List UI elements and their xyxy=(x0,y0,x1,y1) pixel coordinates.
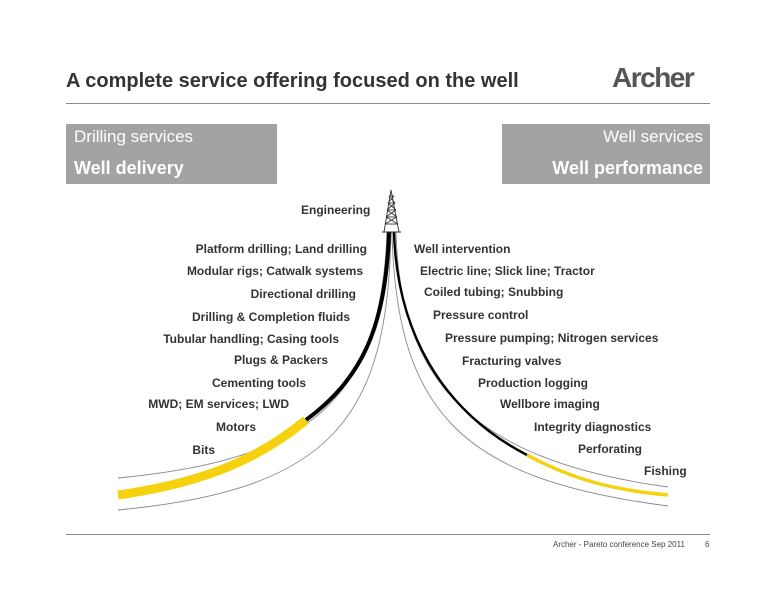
well-service-label: Coiled tubing; Snubbing xyxy=(424,285,564,299)
well-service-label: Wellbore imaging xyxy=(500,397,600,411)
well-service-label: Pressure control xyxy=(433,308,529,322)
drilling-services-subtitle: Drilling services xyxy=(74,127,194,146)
left-wellbore-drilled xyxy=(304,231,391,422)
right-wellbore-outline-outer xyxy=(391,231,669,507)
drilling-service-label: Drilling & Completion fluids xyxy=(192,310,350,324)
well-service-label: Electric line; Slick line; Tractor xyxy=(420,264,595,278)
engineering-label: Engineering xyxy=(301,203,371,217)
right-wellbore-yellow xyxy=(526,453,669,497)
well-service-label: Well intervention xyxy=(414,242,511,256)
well-service-label: Fishing xyxy=(644,464,687,478)
drilling-service-label: Motors xyxy=(216,420,256,434)
drilling-service-label: Platform drilling; Land drilling xyxy=(195,242,367,256)
drilling-service-label: MWD; EM services; LWD xyxy=(148,397,289,411)
well-delivery-heading: Well delivery xyxy=(74,158,184,178)
footer-text: Archer - Pareto conference Sep 2011 xyxy=(553,540,685,549)
left-wellbore-outline-inner xyxy=(117,231,392,511)
drilling-service-label: Tubular handling; Casing tools xyxy=(163,332,339,346)
well-service-label: Fracturing valves xyxy=(462,354,562,368)
title-divider xyxy=(66,103,710,104)
right-wellbore-drilled xyxy=(392,231,528,457)
slide-title: A complete service offering focused on t… xyxy=(66,70,519,92)
well-service-label: Perforating xyxy=(578,442,643,456)
well-service-label: Production logging xyxy=(478,376,588,390)
drilling-service-label: Modular rigs; Catwalk systems xyxy=(186,264,363,278)
drilling-service-label: Bits xyxy=(192,443,215,457)
left-wellbore-yellow xyxy=(117,416,309,500)
well-service-label: Integrity diagnostics xyxy=(534,420,652,434)
drilling-derrick-icon xyxy=(382,189,401,233)
drilling-services-box: Drilling services Well delivery xyxy=(66,124,277,184)
drilling-service-label: Directional drilling xyxy=(250,287,356,301)
well-services-subtitle: Well services xyxy=(603,127,703,146)
footer-divider xyxy=(66,534,710,535)
well-service-label: Pressure pumping; Nitrogen services xyxy=(445,331,659,345)
well-performance-heading: Well performance xyxy=(552,158,703,178)
archer-logo: Archer xyxy=(612,62,695,93)
page-number: 6 xyxy=(705,540,710,549)
well-services-box: Well services Well performance xyxy=(502,124,710,184)
drilling-service-label: Cementing tools xyxy=(211,376,306,390)
drilling-service-label: Plugs & Packers xyxy=(233,353,328,367)
